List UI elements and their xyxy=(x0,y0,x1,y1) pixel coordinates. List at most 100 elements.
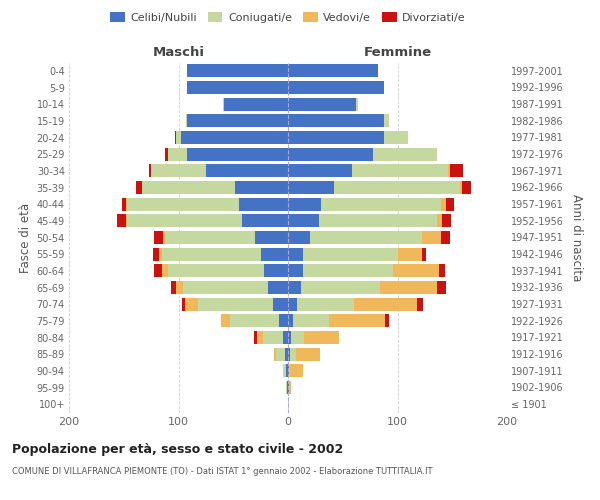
Bar xyxy=(290,348,296,360)
Bar xyxy=(186,114,187,128)
Bar xyxy=(167,264,264,278)
Bar xyxy=(288,381,289,394)
Bar xyxy=(293,314,329,328)
Bar xyxy=(288,131,385,144)
Bar xyxy=(159,248,162,260)
Bar xyxy=(171,281,176,294)
Bar xyxy=(354,298,417,310)
Bar xyxy=(288,248,304,260)
Bar xyxy=(255,231,288,244)
Bar xyxy=(224,98,288,110)
Bar xyxy=(288,64,378,78)
Bar xyxy=(185,298,198,310)
Bar xyxy=(187,81,288,94)
Bar xyxy=(288,314,293,328)
Bar xyxy=(162,248,260,260)
Bar xyxy=(422,248,426,260)
Bar xyxy=(163,231,166,244)
Bar xyxy=(289,381,291,394)
Bar xyxy=(181,131,288,144)
Bar xyxy=(176,131,181,144)
Bar xyxy=(448,164,450,177)
Bar xyxy=(437,214,442,228)
Bar xyxy=(380,281,437,294)
Bar xyxy=(460,181,462,194)
Bar xyxy=(126,214,127,228)
Bar xyxy=(122,198,126,210)
Bar xyxy=(288,198,321,210)
Bar xyxy=(288,114,385,128)
Bar xyxy=(310,231,422,244)
Bar xyxy=(398,248,422,260)
Bar xyxy=(183,281,268,294)
Bar xyxy=(254,331,257,344)
Bar xyxy=(151,164,206,177)
Bar xyxy=(304,248,398,260)
Bar xyxy=(257,331,263,344)
Bar xyxy=(223,98,224,110)
Bar xyxy=(321,198,442,210)
Bar xyxy=(450,164,463,177)
Bar xyxy=(283,364,286,378)
Bar xyxy=(187,148,288,160)
Bar xyxy=(127,214,242,228)
Bar xyxy=(289,364,290,378)
Bar xyxy=(422,231,442,244)
Text: Maschi: Maschi xyxy=(152,46,205,59)
Bar xyxy=(319,214,437,228)
Bar xyxy=(127,198,239,210)
Bar xyxy=(126,198,127,210)
Bar xyxy=(385,314,389,328)
Bar xyxy=(198,298,272,310)
Bar xyxy=(286,364,288,378)
Bar xyxy=(288,98,356,110)
Bar xyxy=(166,231,255,244)
Bar xyxy=(291,331,304,344)
Bar xyxy=(442,198,446,210)
Bar xyxy=(288,331,291,344)
Bar xyxy=(288,364,289,378)
Bar xyxy=(288,264,304,278)
Bar xyxy=(329,314,385,328)
Bar xyxy=(301,281,380,294)
Bar xyxy=(175,131,176,144)
Bar xyxy=(187,64,288,78)
Bar xyxy=(149,164,151,177)
Legend: Celibi/Nubili, Coniugati/e, Vedovi/e, Divorziati/e: Celibi/Nubili, Coniugati/e, Vedovi/e, Di… xyxy=(106,8,470,28)
Bar xyxy=(154,264,162,278)
Bar xyxy=(297,298,354,310)
Y-axis label: Fasce di età: Fasce di età xyxy=(19,202,32,272)
Bar xyxy=(288,181,334,194)
Bar xyxy=(221,314,230,328)
Bar xyxy=(272,298,288,310)
Bar xyxy=(352,164,448,177)
Bar xyxy=(304,264,393,278)
Bar xyxy=(176,281,183,294)
Bar xyxy=(268,281,288,294)
Bar xyxy=(239,198,288,210)
Bar xyxy=(288,231,310,244)
Bar xyxy=(154,231,163,244)
Bar xyxy=(260,248,288,260)
Bar xyxy=(373,148,437,160)
Y-axis label: Anni di nascita: Anni di nascita xyxy=(569,194,583,281)
Bar xyxy=(288,81,385,94)
Bar xyxy=(283,331,288,344)
Bar xyxy=(446,198,454,210)
Bar xyxy=(286,381,287,394)
Bar xyxy=(187,114,288,128)
Bar xyxy=(279,314,288,328)
Bar xyxy=(356,98,358,110)
Bar xyxy=(162,264,167,278)
Bar xyxy=(288,298,297,310)
Bar xyxy=(136,181,142,194)
Bar xyxy=(442,214,451,228)
Bar xyxy=(117,214,126,228)
Bar xyxy=(296,348,320,360)
Text: Femmine: Femmine xyxy=(364,46,431,59)
Text: COMUNE DI VILLAFRANCA PIEMONTE (TO) - Dati ISTAT 1° gennaio 2002 - Elaborazione : COMUNE DI VILLAFRANCA PIEMONTE (TO) - Da… xyxy=(12,468,433,476)
Bar xyxy=(439,264,445,278)
Bar xyxy=(417,298,422,310)
Bar xyxy=(385,131,409,144)
Bar xyxy=(182,298,185,310)
